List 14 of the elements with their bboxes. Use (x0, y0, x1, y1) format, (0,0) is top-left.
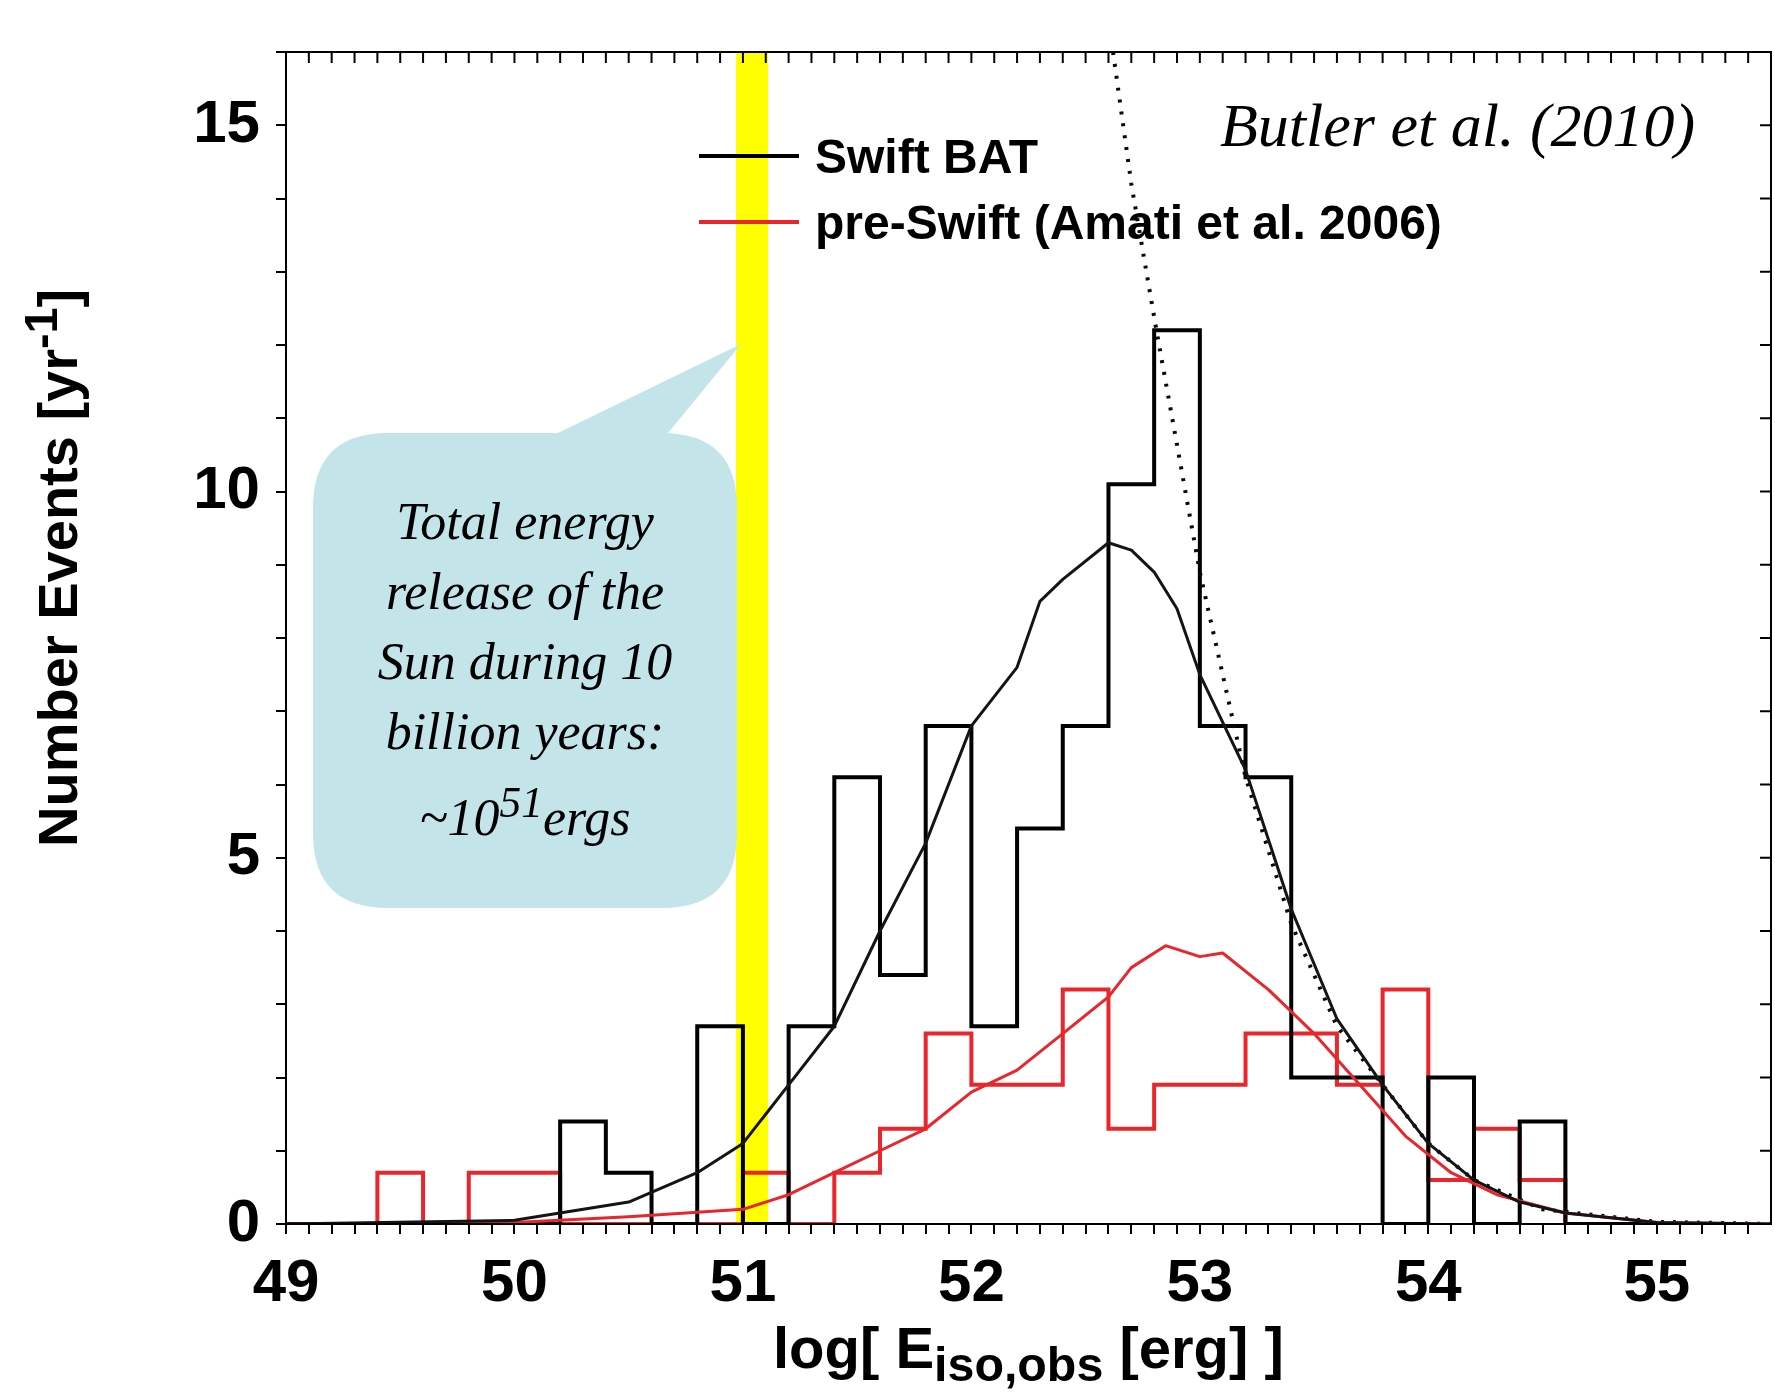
x-tick-label: 50 (481, 1246, 548, 1314)
x-tick-label: 54 (1394, 1246, 1463, 1314)
y-tick-label: 5 (226, 820, 260, 888)
x-tick-label: 52 (938, 1246, 1005, 1314)
legend-label: Swift BAT (815, 128, 1039, 184)
x-tick-label: 51 (709, 1246, 777, 1314)
x-tick-label: 55 (1623, 1246, 1691, 1314)
y-tick-label: 10 (193, 454, 260, 522)
annotation: Total energy release of the Sun during 10 billion years: ~10$^{51}$ergs (376, 492, 674, 849)
x-axis-title: log[ E$_{iso,obs}$ [erg] ] (773, 1314, 1284, 1392)
x-tick-label: 53 (1166, 1246, 1234, 1314)
legend-label: pre-Swift (Amati et al. 2006) (815, 194, 1442, 250)
annotation: Butler et al. (2010) (1220, 90, 1696, 161)
y-tick-label: 15 (193, 87, 260, 155)
